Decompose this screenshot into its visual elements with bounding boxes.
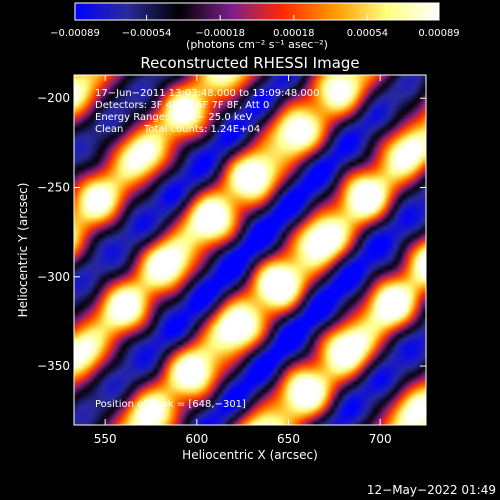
annotation-detectors: Detectors: 3F 4F 5F 6F 7F 8F, Att 0 [95, 100, 269, 111]
plot-frame [73, 74, 427, 426]
x-tick-label: 600 [185, 432, 208, 446]
y-tick-label: −200 [37, 91, 70, 105]
y-axis: −200 −250 −300 −350 [37, 91, 426, 373]
x-axis-label: Heliocentric X (arcsec) [182, 448, 318, 462]
annotation-energy-range: Energy Range: 12.0 − 25.0 keV [95, 112, 252, 123]
annotations: 17−Jun−2011 13:03:48.000 to 13:09:48.000… [95, 88, 320, 410]
colorbar-tick-label: 0.00018 [273, 28, 314, 39]
colorbar-ticks: −0.00089 −0.00054 −0.00018 0.00018 0.00054 0.… [50, 15, 460, 39]
annotation-clean: Clean [95, 124, 123, 135]
annotation-total-counts: Total counts: 1.24E+04 [143, 124, 260, 135]
x-axis: 550 600 650 700 [94, 75, 392, 446]
colorbar: −0.00089 −0.00054 −0.00018 0.00018 0.00054 0.… [50, 2, 460, 51]
footer-timestamp: 12−May−2022 01:49 [367, 483, 496, 497]
image-area [74, 75, 426, 425]
x-tick-label: 550 [94, 432, 117, 446]
y-tick-label: −350 [37, 359, 70, 373]
colorbar-tick-label: 0.00089 [418, 28, 459, 39]
x-tick-label: 700 [369, 432, 392, 446]
chart-title: Reconstructed RHESSI Image [140, 54, 359, 72]
colorbar-gradient [74, 2, 440, 21]
colorbar-unit-label: (photons cm⁻² s⁻¹ asec⁻²) [186, 38, 328, 51]
colorbar-tick-label: −0.00089 [50, 28, 100, 39]
colorbar-tick-label: −0.00054 [122, 28, 172, 39]
colorbar-tick-label: −0.00018 [195, 28, 245, 39]
annotation-peak-position: Position of Peak = [648,−301] [95, 399, 246, 410]
heatmap-image [74, 75, 426, 425]
colorbar-tick-label: 0.00054 [347, 28, 388, 39]
y-tick-label: −300 [37, 270, 70, 284]
x-tick-label: 650 [277, 432, 300, 446]
y-axis-label: Heliocentric Y (arcsec) [16, 183, 30, 318]
y-tick-label: −250 [37, 181, 70, 195]
annotation-time-range: 17−Jun−2011 13:03:48.000 to 13:09:48.000 [95, 88, 320, 99]
